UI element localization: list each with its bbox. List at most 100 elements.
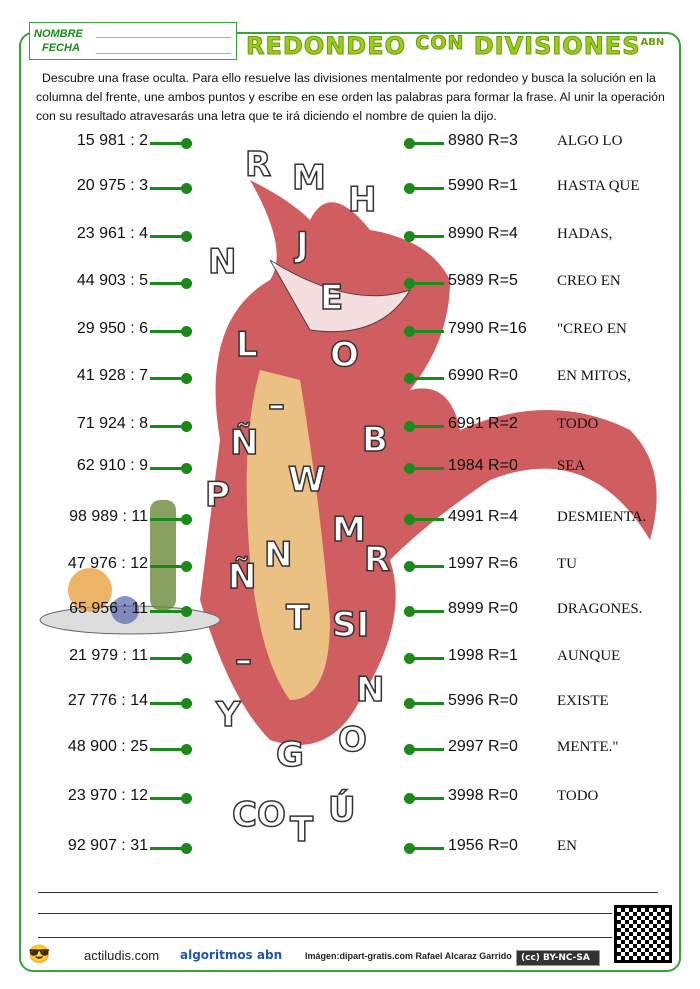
hidden-letter: Ñ <box>227 556 257 598</box>
result-value: 8990 R=4 <box>448 225 518 242</box>
division-operation: 21 979 : 11 <box>69 647 148 664</box>
result-word: CREO EN <box>557 273 621 289</box>
result-dot[interactable] <box>404 326 444 337</box>
answer-line[interactable] <box>38 913 612 914</box>
operation-dot[interactable] <box>150 231 192 242</box>
hidden-letter: Y <box>215 694 241 736</box>
result-dot[interactable] <box>404 793 444 804</box>
result-dot[interactable] <box>404 138 444 149</box>
operation-dot[interactable] <box>150 463 192 474</box>
result-value: 3998 R=0 <box>448 787 518 804</box>
result-word: DRAGONES. <box>557 601 643 617</box>
answer-line[interactable] <box>38 892 658 893</box>
page-title: REDONDEO CON DIVISIONESABN <box>245 32 676 61</box>
operation-dot[interactable] <box>150 514 192 525</box>
hidden-letter: G <box>275 734 304 776</box>
result-dot[interactable] <box>404 231 444 242</box>
division-operation: 41 928 : 7 <box>76 367 148 384</box>
result-dot[interactable] <box>404 606 444 617</box>
result-dot[interactable] <box>404 843 444 854</box>
operation-dot[interactable] <box>150 793 192 804</box>
operation-dot[interactable] <box>150 606 192 617</box>
division-operation: 23 961 : 4 <box>76 225 148 242</box>
result-word: "CREO EN <box>557 321 627 337</box>
hidden-letter: M <box>331 509 366 551</box>
title-part: DIVISIONES <box>473 32 641 61</box>
operation-dot[interactable] <box>150 278 192 289</box>
operation-dot[interactable] <box>150 653 192 664</box>
result-dot[interactable] <box>404 561 444 572</box>
result-dot[interactable] <box>404 744 444 755</box>
result-word: DESMIENTA. <box>557 509 647 525</box>
operation-dot[interactable] <box>150 744 192 755</box>
division-operation: 71 924 : 8 <box>76 415 148 432</box>
result-value: 2997 R=0 <box>448 738 518 755</box>
qr-code <box>614 905 672 963</box>
hidden-letter: L <box>235 324 258 366</box>
hidden-letter: M <box>291 157 326 199</box>
division-operation: 65 956 : 11 <box>69 600 148 617</box>
hidden-letter: CO <box>231 794 286 836</box>
hidden-letter: SI <box>331 604 370 646</box>
title-part: REDONDEO <box>245 32 407 61</box>
hidden-letter: N <box>355 669 385 711</box>
hidden-letter: N <box>207 241 237 283</box>
date-line[interactable] <box>96 53 231 54</box>
operation-dot[interactable] <box>150 373 192 384</box>
result-dot[interactable] <box>404 373 444 384</box>
answer-line[interactable] <box>38 937 612 938</box>
result-value: 1998 R=1 <box>448 647 518 664</box>
hidden-letter: R <box>363 539 391 581</box>
result-value: 5989 R=5 <box>448 272 518 289</box>
result-value: 7990 R=16 <box>448 320 527 337</box>
result-value: 6991 R=2 <box>448 415 518 432</box>
hidden-letter: E <box>319 277 344 319</box>
operation-dot[interactable] <box>150 421 192 432</box>
result-value: 4991 R=4 <box>448 508 518 525</box>
hidden-letter: Ú <box>327 789 356 831</box>
operation-dot[interactable] <box>150 843 192 854</box>
result-value: 8999 R=0 <box>448 600 518 617</box>
result-word: TODO <box>557 416 599 432</box>
dragon-illustration <box>39 180 657 745</box>
result-dot[interactable] <box>404 653 444 664</box>
division-operation: 15 981 : 2 <box>76 132 148 149</box>
division-operation: 29 950 : 6 <box>76 320 148 337</box>
hidden-letter: P <box>204 474 230 516</box>
name-date-box: NOMBRE FECHA <box>29 22 237 60</box>
result-word: EXISTE <box>557 693 609 709</box>
result-dot[interactable] <box>404 421 444 432</box>
result-dot[interactable] <box>404 698 444 709</box>
cc-license-badge: (cc) BY-NC-SA <box>516 950 600 966</box>
result-dot[interactable] <box>404 183 444 194</box>
abn-logo: algoritmos abn <box>180 948 283 962</box>
division-operation: 20 975 : 3 <box>76 177 148 194</box>
division-operation: 98 989 : 11 <box>69 508 148 525</box>
operation-dot[interactable] <box>150 561 192 572</box>
license-text: BY-NC-SA <box>543 953 590 963</box>
operation-dot[interactable] <box>150 326 192 337</box>
operation-dot[interactable] <box>150 698 192 709</box>
hidden-letter: J <box>295 224 309 266</box>
operation-dot[interactable] <box>150 183 192 194</box>
result-word: SEA <box>557 458 586 474</box>
division-operation: 62 910 : 9 <box>76 457 148 474</box>
image-credit: Imágen:dipart-gratis.com Rafael Alcaraz … <box>305 951 512 961</box>
site-link[interactable]: actiludis.com <box>84 948 160 963</box>
name-line[interactable] <box>96 37 231 38</box>
hidden-letter: – <box>267 384 286 426</box>
result-dot[interactable] <box>404 463 444 474</box>
result-word: EN <box>557 838 577 854</box>
result-dot[interactable] <box>404 514 444 525</box>
result-value: 1997 R=6 <box>448 555 518 572</box>
result-word: HASTA QUE <box>557 178 640 194</box>
result-word: TODO <box>557 788 599 804</box>
hidden-letter: W <box>287 459 326 501</box>
result-value: 5990 R=1 <box>448 177 518 194</box>
title-sup: ABN <box>640 37 665 48</box>
result-dot[interactable] <box>404 278 444 289</box>
hidden-letter: H <box>347 179 377 221</box>
result-value: 5996 R=0 <box>448 692 518 709</box>
name-label: NOMBRE <box>34 28 83 40</box>
operation-dot[interactable] <box>150 138 192 149</box>
